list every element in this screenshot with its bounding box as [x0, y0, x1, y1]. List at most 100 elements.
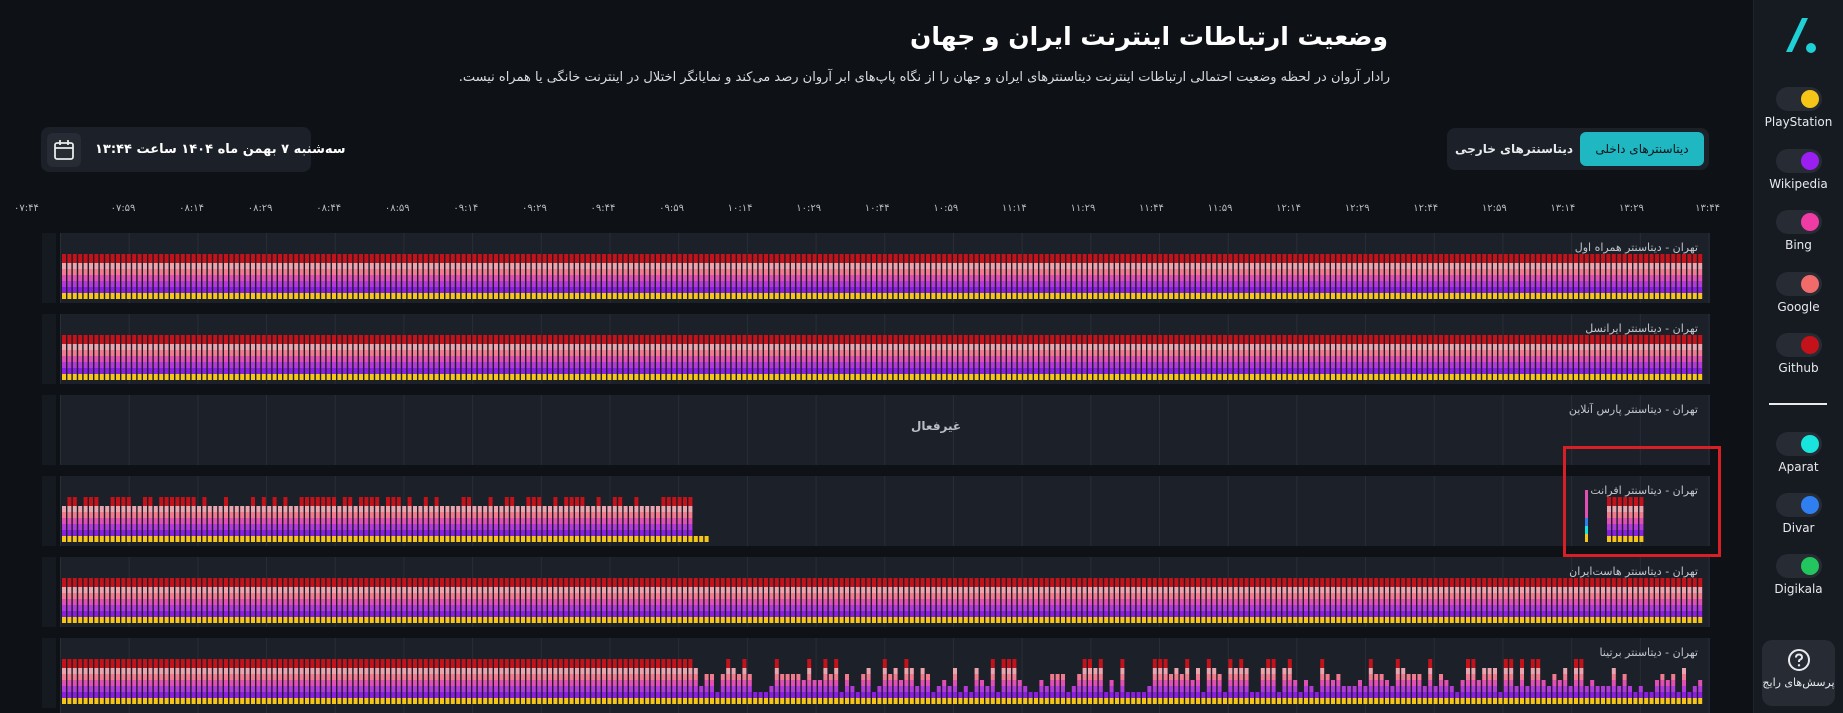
availability-bar[interactable]: [850, 254, 855, 299]
availability-bar[interactable]: [310, 254, 315, 299]
availability-bar[interactable]: [504, 254, 509, 299]
availability-bar[interactable]: [1395, 335, 1400, 380]
availability-bar[interactable]: [240, 254, 245, 299]
availability-bar[interactable]: [342, 254, 347, 299]
availability-bar[interactable]: [1574, 254, 1578, 299]
availability-bar[interactable]: [143, 335, 147, 380]
availability-bar[interactable]: [1244, 254, 1249, 299]
availability-bar[interactable]: [1455, 335, 1460, 380]
service-toggle-google[interactable]: Google: [1754, 271, 1843, 314]
availability-bar[interactable]: [305, 254, 309, 299]
availability-bar[interactable]: [245, 254, 250, 299]
availability-bar[interactable]: [602, 254, 606, 299]
availability-bar[interactable]: [1493, 335, 1497, 380]
availability-bar[interactable]: [785, 254, 790, 299]
availability-bar[interactable]: [1412, 335, 1416, 380]
availability-bar[interactable]: [440, 335, 444, 380]
availability-bar[interactable]: [764, 254, 768, 299]
availability-bar[interactable]: [1676, 335, 1681, 380]
availability-bar[interactable]: [1552, 254, 1557, 299]
availability-bar[interactable]: [1331, 254, 1335, 299]
availability-bar[interactable]: [796, 254, 801, 299]
availability-bar[interactable]: [980, 335, 984, 380]
availability-bar[interactable]: [364, 254, 369, 299]
availability-bar[interactable]: [1050, 254, 1055, 299]
availability-bar[interactable]: [623, 335, 628, 380]
availability-bar[interactable]: [67, 497, 72, 542]
availability-bar[interactable]: [1557, 335, 1562, 380]
availability-bar[interactable]: [1460, 254, 1465, 299]
availability-bar[interactable]: [1422, 335, 1427, 380]
availability-bar[interactable]: [591, 254, 596, 299]
availability-bar[interactable]: [769, 335, 774, 380]
availability-bar[interactable]: [785, 335, 790, 380]
availability-bar[interactable]: [996, 335, 1001, 380]
availability-bar[interactable]: [143, 254, 147, 299]
availability-bar[interactable]: [202, 335, 207, 380]
availability-bar[interactable]: [1422, 254, 1427, 299]
availability-bar[interactable]: [83, 254, 88, 299]
availability-bar[interactable]: [294, 335, 299, 380]
availability-bar[interactable]: [170, 254, 174, 299]
availability-bar[interactable]: [67, 335, 72, 380]
availability-bar[interactable]: [477, 335, 482, 380]
availability-bar[interactable]: [1649, 254, 1654, 299]
availability-bar[interactable]: [1541, 335, 1546, 380]
availability-bar[interactable]: [99, 335, 104, 380]
availability-bar[interactable]: [1682, 254, 1686, 299]
availability-bar[interactable]: [515, 254, 520, 299]
availability-bar[interactable]: [1352, 335, 1357, 380]
availability-bar[interactable]: [332, 254, 336, 299]
availability-bar[interactable]: [1125, 335, 1130, 380]
availability-bar[interactable]: [737, 335, 741, 380]
availability-bar[interactable]: [1390, 254, 1395, 299]
availability-bar[interactable]: [461, 335, 466, 380]
availability-bar[interactable]: [1503, 335, 1508, 380]
availability-bar[interactable]: [623, 254, 628, 299]
availability-bar[interactable]: [1660, 254, 1665, 299]
tab-foreign[interactable]: دیتاسنترهای خارجی: [1455, 142, 1573, 156]
availability-bar[interactable]: [1374, 254, 1379, 299]
availability-bar[interactable]: [1163, 254, 1168, 299]
availability-bar[interactable]: [1233, 335, 1238, 380]
availability-bar[interactable]: [1239, 335, 1244, 380]
availability-bar[interactable]: [515, 335, 520, 380]
availability-bar[interactable]: [985, 335, 990, 380]
availability-bar[interactable]: [699, 254, 704, 299]
availability-bar[interactable]: [742, 254, 747, 299]
availability-bar[interactable]: [1309, 254, 1314, 299]
availability-bar[interactable]: [499, 254, 504, 299]
availability-bar[interactable]: [953, 335, 957, 380]
availability-bar[interactable]: [1498, 335, 1503, 380]
availability-bar[interactable]: [1374, 335, 1379, 380]
availability-bar[interactable]: [294, 254, 299, 299]
availability-bar[interactable]: [256, 254, 261, 299]
availability-bar[interactable]: [861, 254, 866, 299]
availability-bar[interactable]: [1536, 254, 1541, 299]
availability-bar[interactable]: [796, 335, 801, 380]
availability-bar[interactable]: [1530, 254, 1535, 299]
availability-bar[interactable]: [1190, 335, 1195, 380]
availability-bar[interactable]: [1514, 335, 1519, 380]
availability-bar[interactable]: [1023, 254, 1028, 299]
arvan-logo[interactable]: [1780, 12, 1820, 56]
availability-bar[interactable]: [380, 335, 385, 380]
availability-bar[interactable]: [1174, 335, 1179, 380]
availability-bar[interactable]: [661, 254, 666, 299]
availability-bar[interactable]: [942, 335, 947, 380]
availability-bar[interactable]: [877, 254, 882, 299]
availability-bar[interactable]: [407, 254, 412, 299]
availability-bar[interactable]: [137, 254, 142, 299]
availability-bar[interactable]: [596, 254, 601, 299]
availability-bar[interactable]: [758, 335, 763, 380]
availability-bar[interactable]: [1617, 254, 1622, 299]
availability-bar[interactable]: [1530, 335, 1535, 380]
availability-bar[interactable]: [747, 254, 752, 299]
availability-bar[interactable]: [747, 335, 752, 380]
availability-bar[interactable]: [899, 335, 903, 380]
toggle-switch[interactable]: [1775, 554, 1822, 578]
availability-bar[interactable]: [342, 335, 347, 380]
availability-bar[interactable]: [1390, 335, 1395, 380]
availability-bar[interactable]: [1266, 254, 1271, 299]
availability-bar[interactable]: [1633, 335, 1638, 380]
